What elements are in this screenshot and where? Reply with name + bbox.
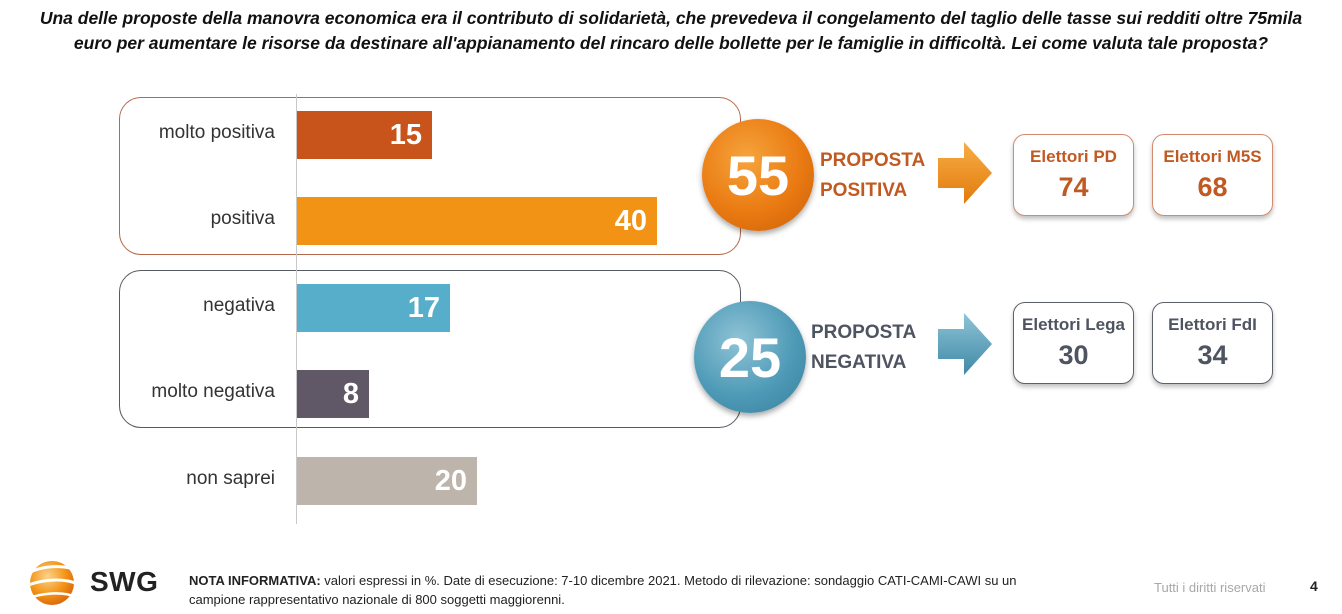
voter-name: Elettori FdI [1168,315,1257,334]
question-title: Una delle proposte della manovra economi… [39,8,1303,53]
category-label: positiva [210,208,275,229]
voter-value: 34 [1197,340,1228,370]
bar-value-label: 8 [342,378,359,410]
category-label: molto negativa [151,381,275,402]
note-label: NOTA INFORMATIVA: [189,573,321,588]
rights-reserved: Tutti i diritti riservati [1154,580,1266,595]
arrow-right-icon [938,313,992,375]
negative-summary-label: PROPOSTA NEGATIVA [811,318,916,378]
category-label: molto positiva [158,122,275,143]
voter-box-pd: Elettori PD 74 [1013,134,1134,216]
bar-value-label: 17 [407,292,440,324]
negative-summary-line2: NEGATIVA [811,352,907,373]
swg-logo-icon [19,561,83,605]
voter-name: Elettori Lega [1022,315,1125,334]
positive-summary-line2: POSITIVA [820,180,908,201]
voter-value: 74 [1058,172,1089,202]
negative-summary-line1: PROPOSTA [811,322,917,343]
arrow-right-icon [938,142,992,204]
voter-box-lega: Elettori Lega 30 [1013,302,1134,384]
note-text: valori espressi in %. Date di esecuzione… [189,573,1017,607]
bar: 15 [297,111,432,159]
voter-value: 30 [1058,340,1089,370]
voter-name: Elettori M5S [1163,147,1262,166]
voter-name: Elettori PD [1030,147,1117,166]
page-number: 4 [1310,578,1318,594]
bar-value-label: 15 [389,119,422,151]
bar: 8 [297,370,369,418]
bar-axis-line [296,94,297,524]
informative-note: NOTA INFORMATIVA: valori espressi in %. … [189,571,1069,609]
swg-logo-text: SWG [90,566,159,597]
positive-total-circle: 55 [702,119,814,231]
bar-value-label: 20 [434,465,467,497]
bar: 20 [297,457,477,505]
bar: 40 [297,197,657,245]
bar-value-label: 40 [614,205,647,237]
negative-total-value: 25 [718,325,782,389]
voter-box-fdi: Elettori FdI 34 [1152,302,1273,384]
voter-box-m5s: Elettori M5S 68 [1152,134,1273,216]
category-label: non saprei [186,468,275,489]
positive-summary-line1: PROPOSTA [820,150,926,171]
positive-summary-label: PROPOSTA POSITIVA [820,146,925,206]
category-label: negativa [203,295,275,316]
positive-total-value: 55 [726,143,790,207]
voter-value: 68 [1197,172,1228,202]
negative-total-circle: 25 [694,301,806,413]
bar: 17 [297,284,450,332]
